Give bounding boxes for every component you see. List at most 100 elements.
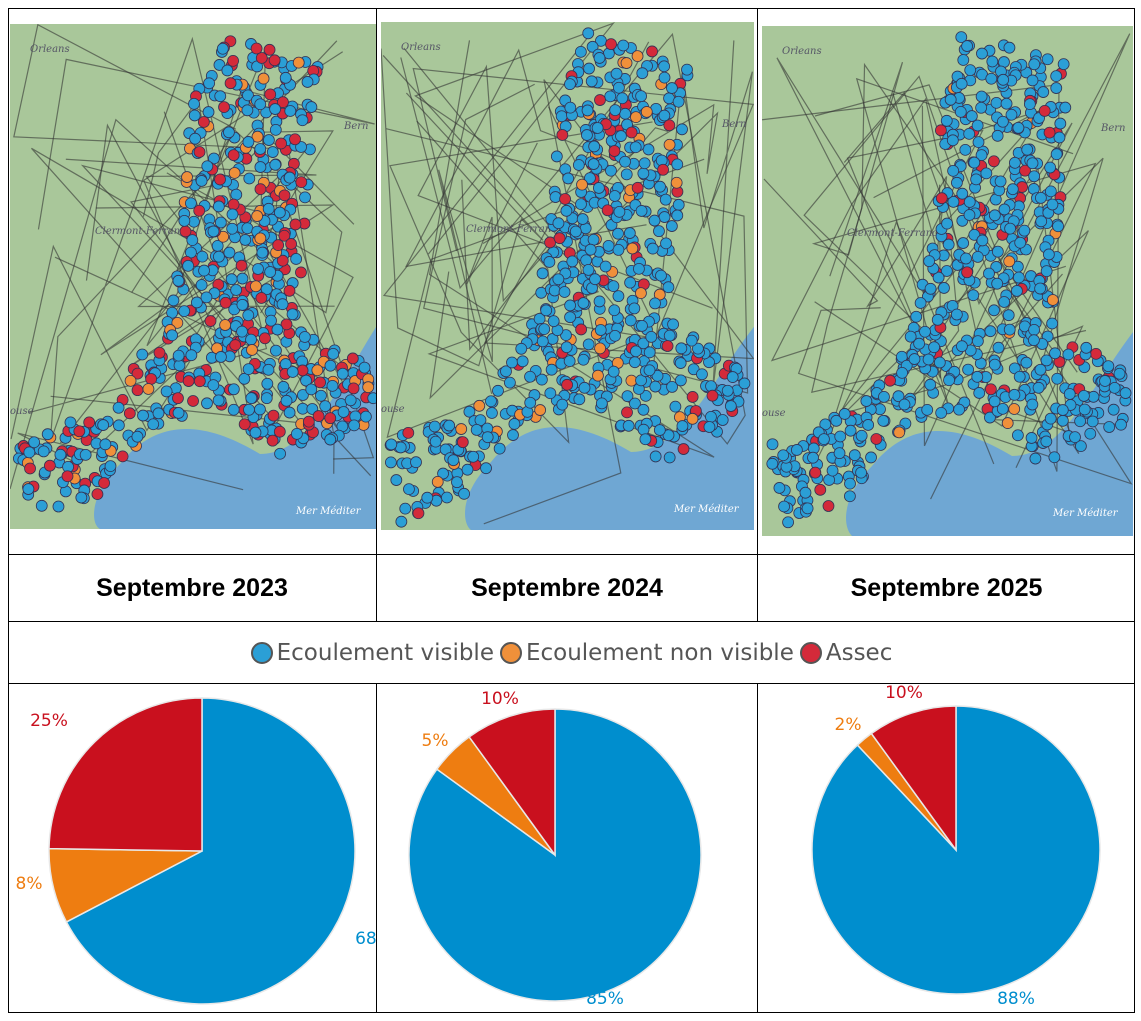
station-point bbox=[212, 394, 225, 407]
station-point bbox=[112, 401, 125, 414]
map-label: Clermont-Ferrand bbox=[466, 224, 558, 235]
station-point bbox=[286, 308, 299, 321]
station-point bbox=[1038, 105, 1051, 117]
station-point bbox=[455, 423, 468, 435]
station-point bbox=[437, 467, 449, 480]
station-point bbox=[160, 385, 173, 398]
divider bbox=[376, 8, 377, 622]
station-point bbox=[582, 27, 595, 40]
pie-label: 85% bbox=[586, 989, 624, 1009]
pie-label: 10% bbox=[481, 689, 519, 709]
station-point bbox=[635, 287, 647, 299]
station-point bbox=[1053, 131, 1066, 144]
map-2023: Orleans Bern Clermont-Ferrand ouse Mer Médit… bbox=[10, 24, 376, 529]
station-point bbox=[142, 383, 155, 395]
station-point bbox=[296, 364, 309, 377]
station-point bbox=[385, 438, 398, 451]
station-point bbox=[384, 456, 397, 469]
station-point bbox=[957, 54, 970, 66]
station-point bbox=[327, 347, 340, 360]
station-point bbox=[276, 298, 289, 311]
station-point bbox=[545, 363, 558, 376]
station-point bbox=[1008, 403, 1021, 415]
station-point bbox=[1000, 97, 1013, 110]
station-point bbox=[988, 304, 1000, 317]
station-point bbox=[1043, 126, 1056, 139]
station-point bbox=[219, 296, 232, 309]
station-point bbox=[286, 366, 299, 378]
station-point bbox=[942, 238, 955, 251]
station-point bbox=[991, 277, 1004, 290]
station-point bbox=[935, 192, 948, 205]
station-point bbox=[200, 291, 213, 304]
station-point bbox=[284, 105, 297, 117]
station-point bbox=[456, 436, 469, 449]
station-point bbox=[1004, 222, 1017, 235]
station-point bbox=[524, 396, 537, 409]
station-point bbox=[587, 158, 600, 170]
station-point bbox=[696, 368, 708, 381]
station-point bbox=[550, 150, 563, 163]
station-point bbox=[983, 267, 995, 280]
station-point bbox=[595, 397, 608, 410]
station-point bbox=[1107, 403, 1120, 416]
station-point bbox=[1099, 375, 1111, 387]
station-point bbox=[254, 232, 267, 245]
station-point bbox=[954, 105, 967, 118]
station-point bbox=[980, 167, 993, 180]
station-point bbox=[938, 282, 950, 294]
station-point bbox=[562, 172, 575, 185]
station-point bbox=[672, 198, 685, 211]
station-point bbox=[592, 182, 605, 194]
station-point bbox=[574, 45, 587, 58]
station-point bbox=[988, 395, 1001, 408]
station-point bbox=[559, 193, 571, 205]
station-point bbox=[273, 425, 286, 438]
station-point bbox=[204, 315, 217, 327]
station-point bbox=[677, 443, 690, 455]
station-point bbox=[997, 73, 1010, 86]
station-point bbox=[181, 171, 193, 183]
station-point bbox=[990, 96, 1003, 109]
station-point bbox=[324, 412, 337, 425]
station-point bbox=[548, 284, 561, 297]
station-point bbox=[1050, 148, 1063, 161]
border-line bbox=[385, 83, 749, 394]
station-point bbox=[172, 407, 185, 419]
station-point bbox=[254, 161, 267, 173]
pie-label: 25% bbox=[30, 711, 68, 731]
map-label: ouse bbox=[762, 408, 786, 419]
station-point bbox=[410, 456, 422, 469]
station-point bbox=[621, 390, 634, 403]
station-point bbox=[182, 375, 195, 387]
station-point bbox=[561, 378, 574, 391]
station-point bbox=[685, 334, 698, 347]
pie-2023: 68% 8% 25% bbox=[16, 697, 376, 1005]
station-point bbox=[965, 110, 978, 122]
map-label: Orleans bbox=[782, 46, 822, 57]
station-point bbox=[577, 297, 590, 309]
station-point bbox=[201, 397, 213, 410]
station-point bbox=[594, 324, 607, 336]
station-point bbox=[577, 353, 590, 366]
station-point bbox=[636, 67, 649, 80]
station-point bbox=[348, 419, 361, 432]
station-point bbox=[534, 404, 547, 416]
station-point bbox=[844, 477, 856, 490]
station-point bbox=[582, 263, 595, 276]
station-point bbox=[552, 217, 565, 230]
station-point bbox=[1013, 271, 1025, 284]
station-point bbox=[807, 451, 819, 464]
legend: Ecoulement visible Ecoulement non visibl… bbox=[8, 622, 1135, 683]
station-point bbox=[914, 297, 927, 309]
station-point bbox=[1002, 309, 1015, 322]
legend-label: Ecoulement non visible bbox=[525, 639, 794, 666]
station-point bbox=[299, 191, 311, 204]
station-point bbox=[1084, 427, 1097, 440]
station-point bbox=[292, 56, 305, 69]
station-point bbox=[669, 400, 682, 413]
station-point bbox=[1025, 432, 1038, 444]
station-point bbox=[187, 395, 199, 407]
station-point bbox=[1035, 215, 1048, 228]
station-point bbox=[1059, 101, 1072, 114]
